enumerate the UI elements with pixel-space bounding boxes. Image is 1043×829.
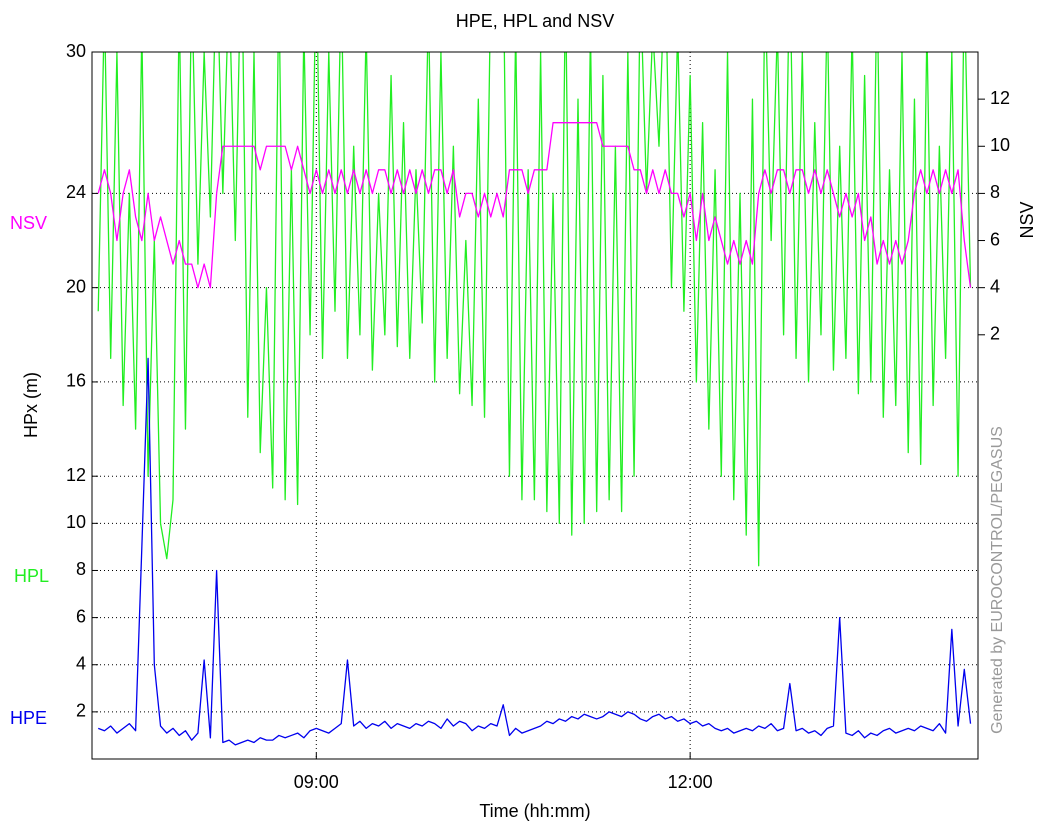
- series-label: HPE: [10, 708, 47, 728]
- y2-tick-label: 10: [990, 135, 1010, 155]
- y2-tick-label: 4: [990, 276, 1000, 296]
- series-layer: [97, 52, 972, 746]
- y2-tick-label: 6: [990, 229, 1000, 249]
- y-tick-label: 12: [66, 465, 86, 485]
- y-axis-label: HPx (m): [21, 372, 41, 438]
- y-tick-label: 4: [76, 653, 86, 673]
- y-tick-label: 6: [76, 606, 86, 626]
- y-tick-label: 24: [66, 182, 86, 202]
- series-line: [97, 357, 972, 746]
- plot-frame: [91, 51, 979, 760]
- x-tick-label: 12:00: [668, 772, 713, 792]
- series-label: HPL: [14, 566, 49, 586]
- x-axis-label: Time (hh:mm): [479, 801, 590, 821]
- watermark: Generated by EUROCONTROL/PEGASUS: [989, 426, 1006, 734]
- y2-axis-label: NSV: [1017, 201, 1037, 238]
- plot-area: [92, 52, 978, 759]
- y-tick-label: 30: [66, 41, 86, 61]
- chart-title: HPE, HPL and NSV: [456, 11, 614, 31]
- y-tick-label: 16: [66, 371, 86, 391]
- y2-tick-label: 8: [990, 182, 1000, 202]
- y-tick-label: 20: [66, 276, 86, 296]
- x-tick-label: 09:00: [294, 772, 339, 792]
- series-line: [97, 122, 972, 289]
- y-tick-label: 2: [76, 701, 86, 721]
- series-line: [97, 52, 972, 567]
- series-label: NSV: [10, 213, 47, 233]
- y2-tick-label: 12: [990, 88, 1010, 108]
- y-tick-label: 10: [66, 512, 86, 532]
- y-tick-label: 8: [76, 559, 86, 579]
- y2-tick-label: 2: [990, 324, 1000, 344]
